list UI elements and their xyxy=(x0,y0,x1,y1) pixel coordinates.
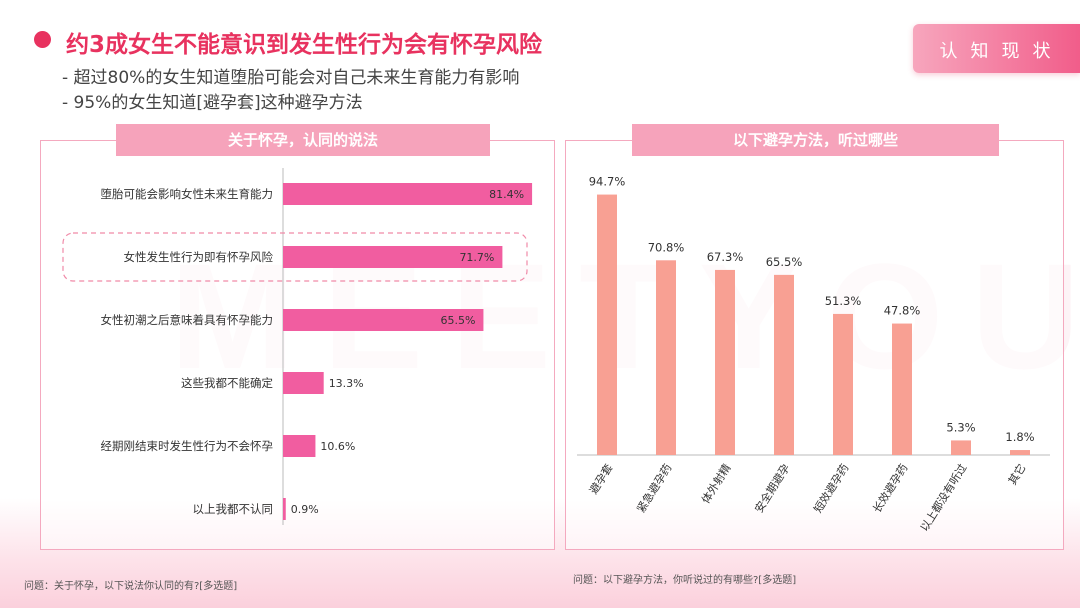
data-label: 94.7% xyxy=(589,175,626,189)
data-label: 65.5% xyxy=(440,314,475,327)
bar xyxy=(774,274,794,455)
bar xyxy=(283,309,484,331)
data-label: 13.3% xyxy=(329,377,364,390)
category-label: 紧急避孕药 xyxy=(634,461,675,515)
data-label: 67.3% xyxy=(707,250,744,264)
data-label: 10.6% xyxy=(320,440,355,453)
right-bar-chart: 94.7% 避孕套 70.8% 紧急避孕药 67.3% 体外射精 65.5% 安全期避孕 51.… xyxy=(577,175,1050,534)
left-bar-chart: 堕胎可能会影响女性未来生育能力 81.4% 女性发生性行为即有怀孕风险 71.7% 女性… xyxy=(62,168,533,525)
category-label: 这些我都不能确定 xyxy=(181,376,273,390)
data-label: 1.8% xyxy=(1005,430,1034,444)
left-chart-heading: 关于怀孕，认同的说法 xyxy=(116,124,490,156)
category-label: 其它 xyxy=(1005,461,1029,487)
category-label: 长效避孕药 xyxy=(870,461,911,515)
bar xyxy=(597,194,617,455)
bar xyxy=(715,269,735,455)
data-label: 70.8% xyxy=(648,240,685,254)
bar xyxy=(283,183,533,205)
left-chart-panel xyxy=(40,140,555,550)
title-bullet-icon xyxy=(34,31,51,48)
bullet-line-2: - 95%的女生知道[避孕套]这种避孕方法 xyxy=(62,93,363,113)
category-label: 以上我都不认同 xyxy=(193,502,274,516)
left-question-note: 问题：关于怀孕，以下说法你认同的有?[多选题] xyxy=(24,581,238,592)
bar xyxy=(656,260,676,455)
right-question-note: 问题：以下避孕方法，你听说过的有哪些?[多选题] xyxy=(573,575,797,586)
bar xyxy=(1010,450,1030,455)
category-label: 堕胎可能会影响女性未来生育能力 xyxy=(101,187,274,201)
data-label: 81.4% xyxy=(489,188,524,201)
bar xyxy=(283,435,316,457)
section-tag: 认知现状 xyxy=(913,24,1080,73)
bar xyxy=(892,323,912,455)
category-label: 女性发生性行为即有怀孕风险 xyxy=(124,250,274,264)
bullet-line-1: - 超过80%的女生知道堕胎可能会对自己未来生育能力有影响 xyxy=(62,68,520,88)
highlight-frame xyxy=(62,232,528,282)
data-label: 5.3% xyxy=(946,420,975,434)
section-tag-label: 认知现状 xyxy=(939,41,1064,62)
data-label: 71.7% xyxy=(459,251,494,264)
data-label: 51.3% xyxy=(825,294,862,308)
category-label: 经期刚结束时发生性行为不会怀孕 xyxy=(101,439,274,453)
bar xyxy=(833,313,853,455)
data-label: 47.8% xyxy=(884,304,921,318)
bar xyxy=(283,498,286,520)
category-label: 安全期避孕 xyxy=(752,461,793,515)
category-label: 体外射精 xyxy=(698,461,733,506)
category-label: 避孕套 xyxy=(586,461,615,496)
data-label: 65.5% xyxy=(766,255,803,269)
bar xyxy=(283,246,503,268)
page-title: 约3成女生不能意识到发生性行为会有怀孕风险 xyxy=(66,32,543,58)
category-label: 女性初潮之后意味着具有怀孕能力 xyxy=(101,313,274,327)
data-label: 0.9% xyxy=(291,503,319,516)
bar xyxy=(951,440,971,455)
category-label: 短效避孕药 xyxy=(811,461,852,515)
right-chart-heading: 以下避孕方法，听过哪些 xyxy=(632,124,999,156)
category-label: 以上都没有听过 xyxy=(917,461,970,534)
bar xyxy=(283,372,324,394)
